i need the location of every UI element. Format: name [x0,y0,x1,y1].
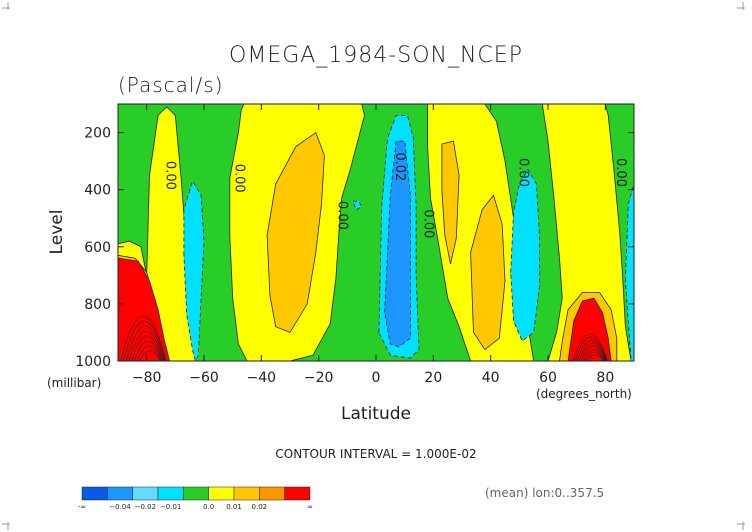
contour-region-9 [470,194,506,351]
dense-contour-line [581,345,606,361]
mean-note: (mean) lon:0..357.5 [485,486,604,500]
colorbar-swatch [81,486,108,501]
colorbar-swatch [157,486,184,501]
x-axis: −80 −60 −40 −20 0 20 40 60 80 [132,104,614,386]
dense-contour-line [574,336,608,361]
contour-value-label-5: 0.00 [515,158,530,187]
colorbar-label: ∞ [307,503,313,511]
y-tick-label: 400 [84,183,111,199]
dense-contour-line [587,354,604,361]
x-tick-label: −60 [189,370,219,386]
dense-contour-line [585,351,605,361]
chart-units: (Pascal/s) [118,73,223,97]
dense-contour-line [128,330,164,361]
y-axis-label: Level [47,210,67,255]
colorbar-label: 0.02 [252,503,268,511]
contour-interval-text: CONTOUR INTERVAL = 1.000E-02 [275,447,476,461]
contour-region-13 [183,180,205,361]
colorbar-label: -∞ [78,503,86,511]
colorbar-swatch [208,486,235,501]
contour-region-10 [541,104,632,361]
colorbar-label: −0.02 [135,503,156,511]
dense-contour-line [125,325,165,361]
contour-value-label-6: 0.00 [613,158,628,187]
colorbar: -∞ −0.04 −0.02 −0.01 0.0 0.01 0.02 ∞ [78,486,313,511]
colorbar-swatch [183,486,209,501]
dense-contour-line [133,340,163,361]
x-tick-label: −20 [304,370,334,386]
contour-region-16 [352,200,363,211]
contour-value-label-1: 0.00 [232,164,247,193]
colorbar-label: −0.01 [160,503,181,511]
corner-mark-bottom-left [2,522,10,530]
dense-contour-line [123,320,166,361]
colorbar-swatch [233,486,260,501]
contour-region-18 [624,183,634,361]
x-tick-label: 60 [539,370,557,386]
colorbar-swatch [107,486,133,501]
dense-contour-line [583,348,605,361]
y-tick-label: 800 [84,297,111,313]
contour-value-label-3: 0.02 [392,152,407,181]
contour-labels: 0.00 0.00 0.00 0.02 0.00 0.00 0.00 [163,152,628,238]
colorbar-swatch [132,486,159,501]
contour-value-label-2: 0.00 [335,201,350,230]
y-unit-label: (millibar) [47,376,101,390]
x-tick-label: 20 [424,370,442,386]
corner-mark-bottom-right [737,522,745,530]
dense-contour-line [572,333,608,361]
dense-contour-line [576,339,607,361]
contour-region-6 [266,131,325,333]
contour-value-label-0: 0.00 [163,161,178,190]
dense-contour-line [120,315,167,361]
y-tick-label: 200 [84,126,111,142]
colorbar-label: 0.01 [226,503,242,511]
contour-region-8 [441,140,460,264]
x-tick-label: 40 [482,370,500,386]
colorbar-label: −0.04 [109,503,131,511]
dense-contour-line [136,345,162,361]
chart-title: OMEGA_1984-SON_NCEP [229,43,523,68]
y-tick-label: 1000 [75,354,111,370]
y-axis: 200 400 600 800 1000 [75,126,634,370]
x-tick-label: −40 [247,370,277,386]
contour-region-15 [384,140,411,348]
x-tick-label: 80 [596,370,614,386]
colorbar-swatch [259,486,285,501]
x-axis-label: Latitude [341,404,411,424]
x-tick-label: −80 [132,370,162,386]
dense-contour-line [139,350,161,361]
contour-region-17 [510,168,540,342]
dense-contour-line [578,342,606,361]
x-tick-label: 0 [372,370,381,386]
corner-mark-top-right [737,2,745,10]
plot-area [118,104,634,361]
x-unit-label: (degrees_north) [536,387,632,401]
colorbar-label: 0.0 [203,503,214,511]
contour-value-label-4: 0.00 [421,209,436,238]
corner-mark-top-left [2,2,10,10]
colorbar-swatch [284,486,311,501]
y-tick-label: 600 [84,240,111,256]
